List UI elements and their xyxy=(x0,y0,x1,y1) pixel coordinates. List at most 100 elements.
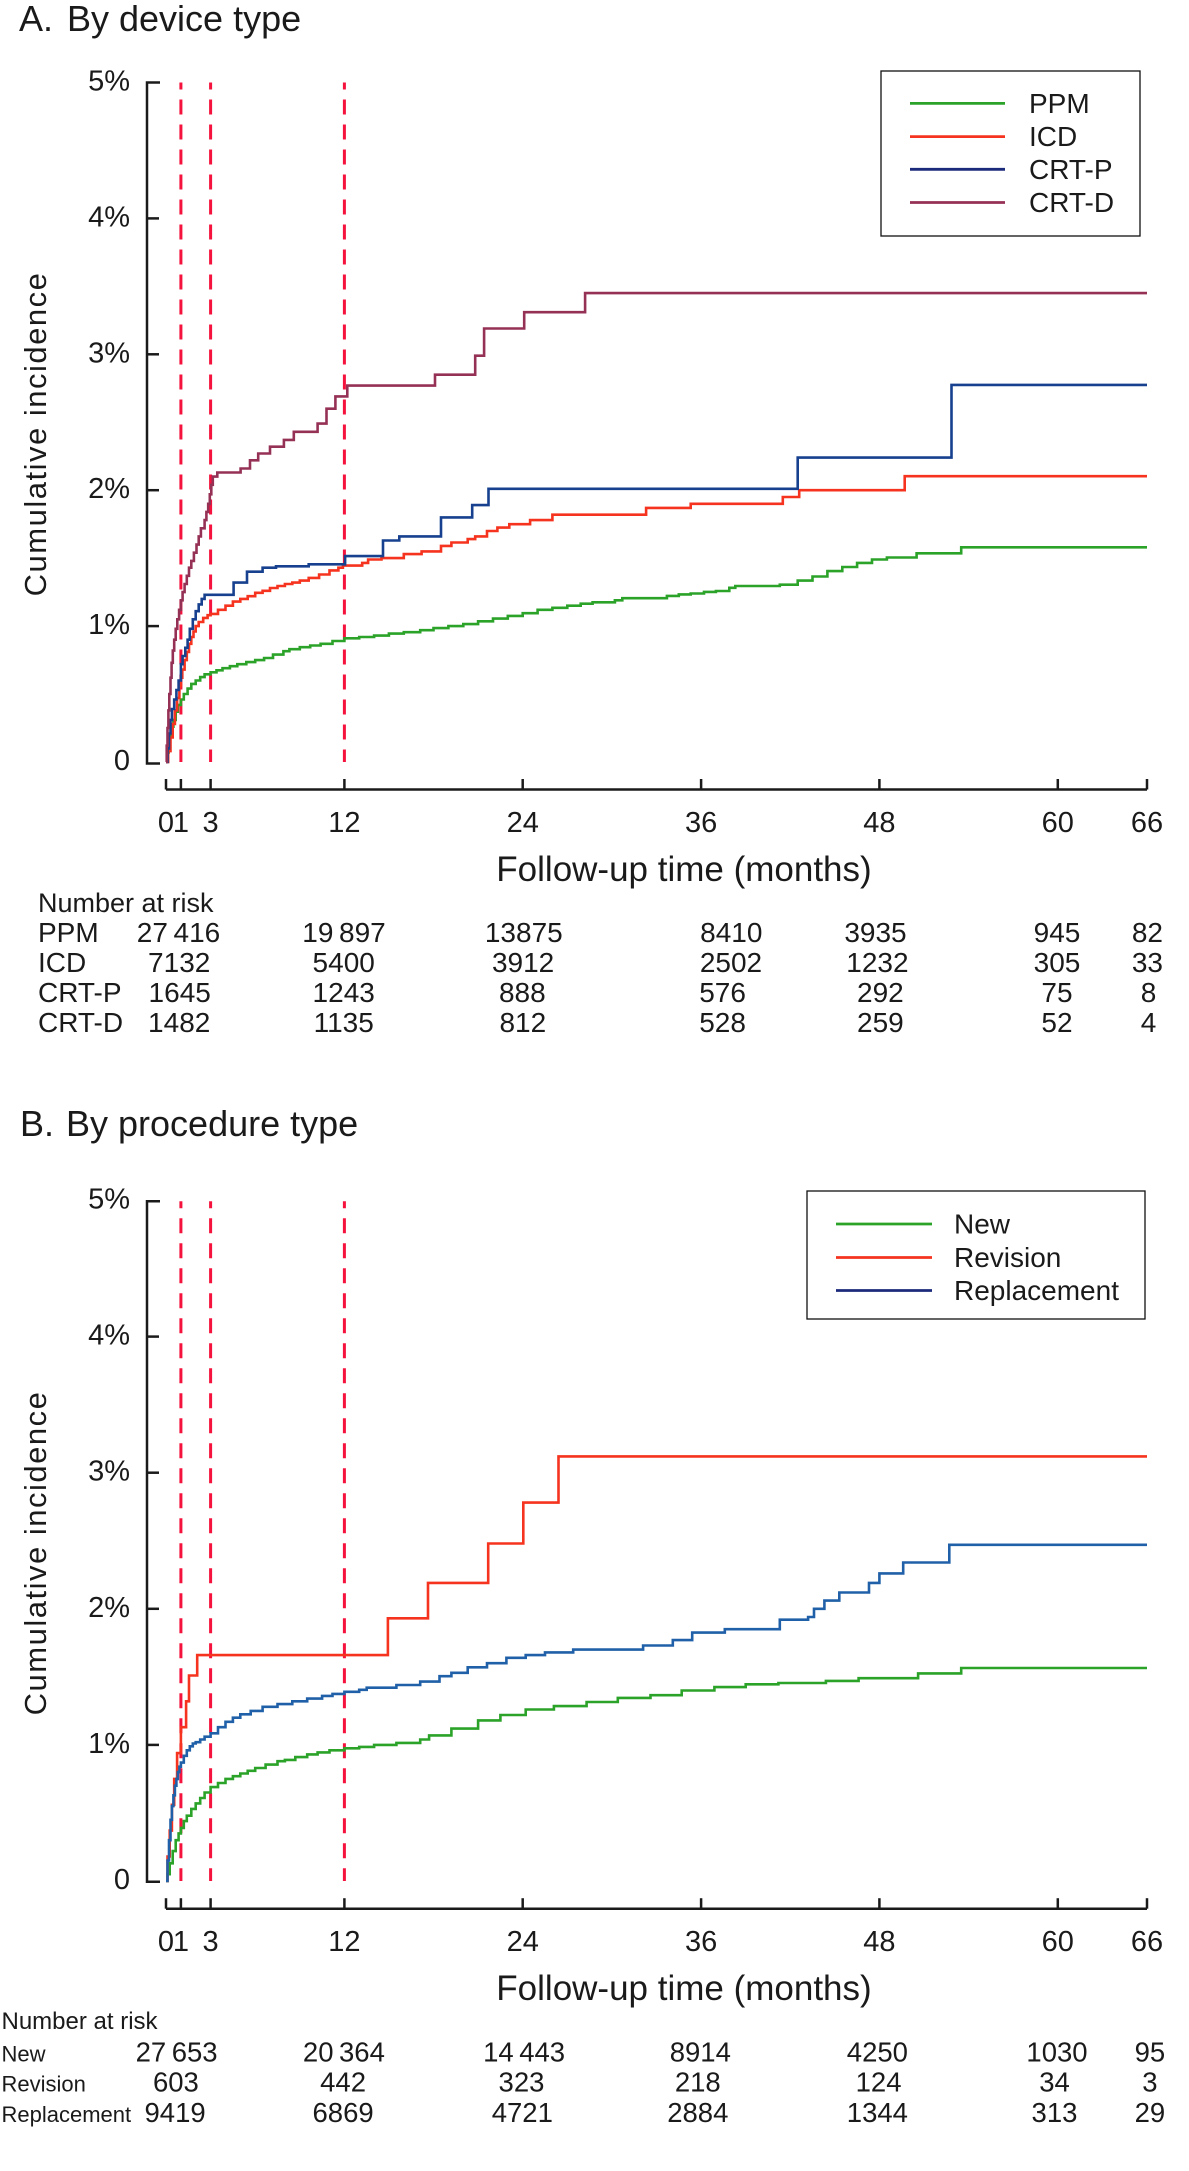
svg-text:945: 945 xyxy=(1034,917,1081,948)
svg-text:305: 305 xyxy=(1034,947,1081,978)
svg-text:CRT-P: CRT-P xyxy=(38,977,122,1008)
svg-text:2884: 2884 xyxy=(667,2097,728,2128)
svg-text:27 416: 27 416 xyxy=(137,917,220,948)
svg-text:4%: 4% xyxy=(88,201,130,233)
svg-text:0: 0 xyxy=(158,807,174,839)
svg-text:36: 36 xyxy=(685,807,717,839)
svg-text:Replacement: Replacement xyxy=(2,2102,132,2127)
svg-text:1243: 1243 xyxy=(313,977,375,1008)
svg-text:1482: 1482 xyxy=(148,1007,210,1038)
svg-text:323: 323 xyxy=(499,2067,545,2098)
svg-text:13875: 13875 xyxy=(485,917,563,948)
svg-text:Cumulative incidence: Cumulative incidence xyxy=(18,272,53,597)
svg-text:48: 48 xyxy=(863,807,895,839)
svg-text:4: 4 xyxy=(1141,1007,1157,1038)
svg-text:66: 66 xyxy=(1131,807,1163,839)
svg-text:66: 66 xyxy=(1131,1926,1163,1958)
svg-text:27 653: 27 653 xyxy=(136,2037,218,2068)
svg-text:CRT-D: CRT-D xyxy=(38,1007,123,1038)
svg-text:CRT-P: CRT-P xyxy=(1029,154,1113,185)
svg-text:8914: 8914 xyxy=(670,2037,731,2068)
svg-text:4721: 4721 xyxy=(492,2097,553,2128)
svg-text:12: 12 xyxy=(328,1926,360,1958)
svg-text:Revision: Revision xyxy=(2,2072,86,2097)
svg-text:B.: B. xyxy=(20,1103,54,1144)
svg-text:8: 8 xyxy=(1141,977,1157,1008)
svg-text:Number at risk: Number at risk xyxy=(38,888,214,918)
svg-text:Follow-up time (months): Follow-up time (months) xyxy=(496,850,871,889)
svg-text:0: 0 xyxy=(158,1926,174,1958)
svg-text:95: 95 xyxy=(1135,2037,1166,2068)
svg-text:603: 603 xyxy=(153,2067,199,2098)
svg-text:576: 576 xyxy=(699,977,746,1008)
svg-text:34: 34 xyxy=(1039,2067,1070,2098)
svg-text:By device type: By device type xyxy=(67,0,301,39)
svg-text:New: New xyxy=(954,1209,1011,1240)
svg-text:5%: 5% xyxy=(88,66,130,98)
svg-text:7132: 7132 xyxy=(148,947,210,978)
svg-text:1135: 1135 xyxy=(314,1007,374,1038)
svg-text:3912: 3912 xyxy=(492,947,554,978)
svg-text:29: 29 xyxy=(1135,2097,1166,2128)
svg-text:1: 1 xyxy=(173,807,189,839)
svg-text:1%: 1% xyxy=(88,1728,130,1760)
svg-text:24: 24 xyxy=(507,807,539,839)
svg-text:1: 1 xyxy=(173,1926,189,1958)
svg-text:33: 33 xyxy=(1132,947,1163,978)
svg-text:2502: 2502 xyxy=(700,947,762,978)
svg-text:888: 888 xyxy=(499,977,546,1008)
svg-text:1232: 1232 xyxy=(846,947,908,978)
svg-text:4250: 4250 xyxy=(847,2037,908,2068)
svg-text:48: 48 xyxy=(863,1926,895,1958)
svg-text:New: New xyxy=(2,2042,46,2067)
svg-text:4%: 4% xyxy=(88,1320,130,1352)
svg-text:124: 124 xyxy=(856,2067,902,2098)
svg-text:12: 12 xyxy=(328,807,360,839)
svg-text:528: 528 xyxy=(699,1007,746,1038)
svg-text:Number at risk: Number at risk xyxy=(2,2008,159,2035)
svg-text:A.: A. xyxy=(19,0,53,39)
svg-text:24: 24 xyxy=(507,1926,539,1958)
svg-text:19 897: 19 897 xyxy=(302,917,385,948)
svg-text:3%: 3% xyxy=(88,1456,130,1488)
svg-text:2%: 2% xyxy=(88,1592,130,1624)
svg-text:75: 75 xyxy=(1041,977,1072,1008)
svg-text:3%: 3% xyxy=(88,337,130,369)
svg-text:3935: 3935 xyxy=(844,917,906,948)
svg-text:1%: 1% xyxy=(88,609,130,641)
svg-text:1645: 1645 xyxy=(149,977,211,1008)
svg-text:5%: 5% xyxy=(88,1184,130,1216)
svg-text:60: 60 xyxy=(1042,807,1074,839)
svg-text:0: 0 xyxy=(114,745,130,777)
svg-text:812: 812 xyxy=(499,1007,546,1038)
svg-text:Follow-up time (months): Follow-up time (months) xyxy=(496,1969,871,2008)
svg-text:1344: 1344 xyxy=(847,2097,908,2128)
svg-text:By procedure type: By procedure type xyxy=(66,1103,358,1144)
svg-text:1030: 1030 xyxy=(1026,2037,1087,2068)
svg-text:259: 259 xyxy=(857,1007,904,1038)
svg-text:20 364: 20 364 xyxy=(303,2037,385,2068)
svg-text:9419: 9419 xyxy=(145,2097,206,2128)
svg-text:CRT-D: CRT-D xyxy=(1029,187,1114,218)
svg-text:52: 52 xyxy=(1041,1007,1072,1038)
svg-text:442: 442 xyxy=(320,2067,366,2098)
svg-text:6869: 6869 xyxy=(313,2097,374,2128)
svg-text:8410: 8410 xyxy=(700,917,762,948)
svg-text:82: 82 xyxy=(1132,917,1163,948)
svg-text:PPM: PPM xyxy=(1029,88,1090,119)
svg-text:60: 60 xyxy=(1042,1926,1074,1958)
svg-text:0: 0 xyxy=(114,1864,130,1896)
svg-text:36: 36 xyxy=(685,1926,717,1958)
svg-text:5400: 5400 xyxy=(313,947,375,978)
svg-text:Replacement: Replacement xyxy=(954,1275,1119,1306)
svg-text:3: 3 xyxy=(203,1926,219,1958)
svg-text:ICD: ICD xyxy=(1029,121,1077,152)
svg-text:218: 218 xyxy=(675,2067,721,2098)
svg-text:14 443: 14 443 xyxy=(483,2037,565,2068)
svg-text:3: 3 xyxy=(1142,2067,1157,2098)
svg-text:Cumulative incidence: Cumulative incidence xyxy=(18,1391,53,1716)
svg-text:3: 3 xyxy=(203,807,219,839)
svg-text:Revision: Revision xyxy=(954,1242,1061,1273)
svg-text:ICD: ICD xyxy=(38,947,86,978)
svg-text:313: 313 xyxy=(1032,2097,1078,2128)
